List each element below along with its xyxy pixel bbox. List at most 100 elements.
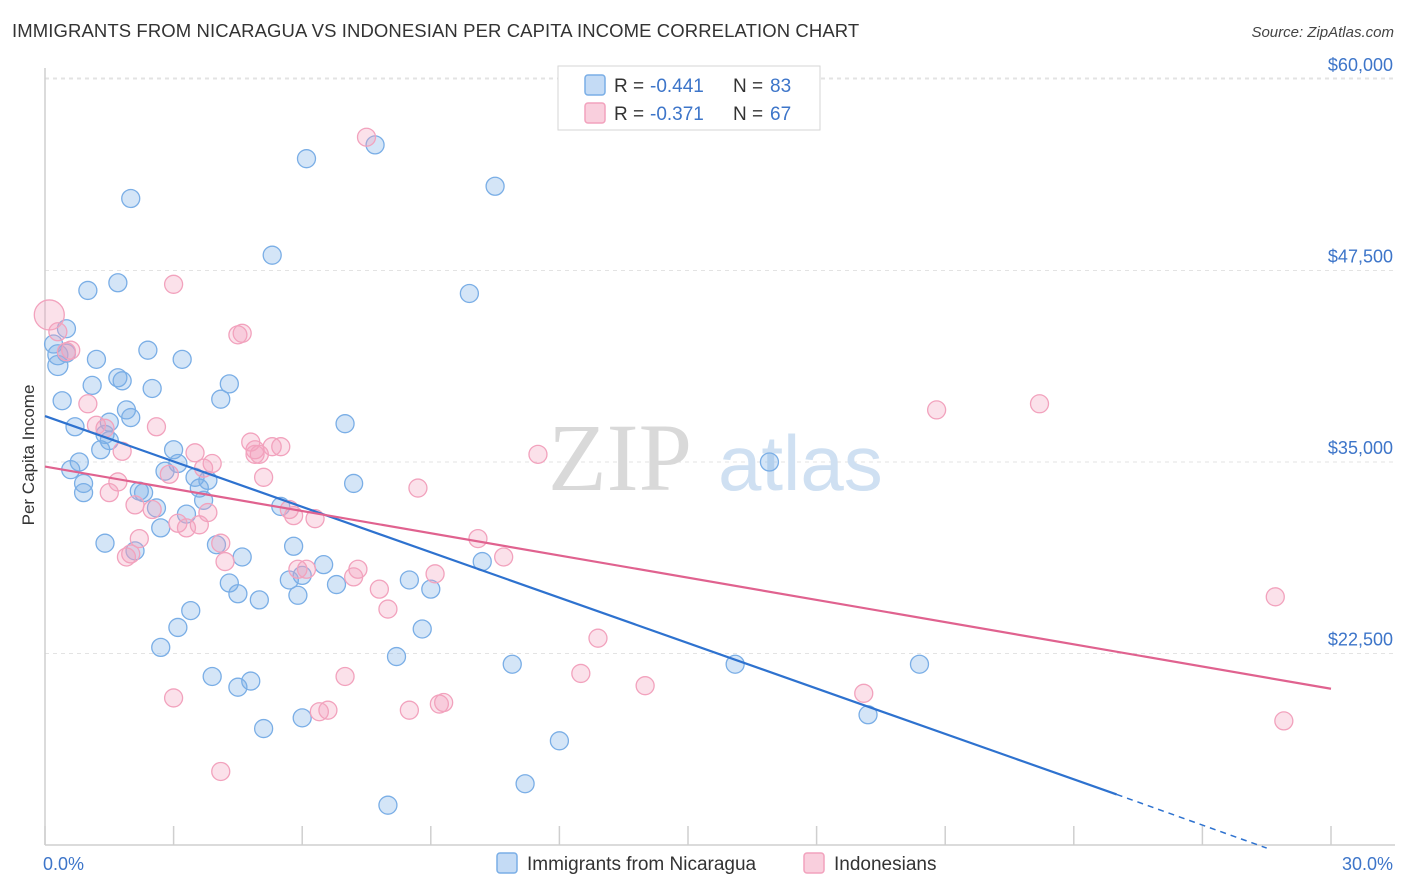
watermark: ZIP atlas <box>548 404 883 511</box>
indonesians-point <box>163 274 184 294</box>
indonesians-point <box>378 599 398 619</box>
nicaragua-point <box>211 389 231 409</box>
nicaragua-point <box>515 774 535 794</box>
nicaragua-point <box>86 349 107 370</box>
watermark-zip: ZIP <box>548 404 692 511</box>
indonesians-point <box>163 688 184 708</box>
nicaragua-trend-extension <box>1116 793 1267 849</box>
nicaragua-point <box>249 590 269 610</box>
chart-title: IMMIGRANTS FROM NICARAGUA VS INDONESIAN … <box>12 20 860 41</box>
nicaragua-point <box>121 188 141 209</box>
indonesians-point <box>211 761 231 782</box>
bottom-legend-label-nicaragua: Immigrants from Nicaragua <box>527 854 757 875</box>
indonesians-point <box>211 533 231 553</box>
legend-r-label-2: R = <box>614 104 644 125</box>
indonesians-point <box>271 437 291 457</box>
nicaragua-point <box>313 554 334 575</box>
nicaragua-point <box>172 349 192 370</box>
y-tick-label: $60,000 <box>1328 55 1393 75</box>
indonesians-point <box>926 400 947 420</box>
grid-lines <box>45 77 1395 654</box>
nicaragua-point <box>95 533 115 553</box>
series-legend: Immigrants from Nicaragua Indonesians <box>496 852 936 875</box>
legend-r-value-1: -0.441 <box>650 76 704 97</box>
legend-n-label-1: N = <box>733 76 763 97</box>
legend-n-value-2: 67 <box>770 104 791 125</box>
indonesians-point <box>159 464 179 484</box>
nicaragua-point <box>378 795 398 815</box>
nicaragua-point <box>292 708 312 728</box>
y-tick-label: $22,500 <box>1328 630 1393 650</box>
nicaragua-point <box>283 536 304 556</box>
nicaragua-point <box>69 452 89 472</box>
nicaragua-point <box>335 414 355 434</box>
nicaragua-point <box>151 637 171 658</box>
nicaragua-point <box>181 600 201 621</box>
y-tick-labels: $22,500 $35,000 $47,500 $60,000 <box>1328 55 1393 650</box>
nicaragua-point <box>412 619 432 639</box>
indonesians-point <box>245 444 265 464</box>
indonesians-point <box>369 579 390 599</box>
nicaragua-trend-line <box>44 415 1118 796</box>
indonesians-point <box>854 683 874 703</box>
axes <box>44 68 1395 846</box>
nicaragua-point <box>241 671 261 691</box>
indonesians-point <box>253 467 274 487</box>
watermark-atlas: atlas <box>718 419 883 507</box>
nicaragua-point <box>121 407 141 428</box>
y-tick-label: $47,500 <box>1328 247 1393 267</box>
trend-lines <box>44 415 1332 849</box>
legend-r-label-1: R = <box>614 76 644 97</box>
indonesians-point <box>108 472 128 492</box>
series-nicaragua-points <box>43 135 930 815</box>
bottom-legend-swatch-nicaragua <box>496 852 518 874</box>
nicaragua-point <box>485 176 505 196</box>
nicaragua-point <box>386 646 407 667</box>
indonesians-point <box>202 453 222 474</box>
indonesians-point <box>425 564 445 584</box>
nicaragua-point <box>502 654 522 674</box>
indonesians-point <box>468 528 488 549</box>
series-indonesians-points <box>33 127 1294 782</box>
indonesians-point <box>1274 711 1294 731</box>
legend-n-label-2: N = <box>733 104 763 125</box>
y-tick-label: $35,000 <box>1328 438 1393 458</box>
nicaragua-point <box>151 518 171 538</box>
nicaragua-point <box>262 245 282 265</box>
legend-n-value-1: 83 <box>770 76 791 97</box>
x-tick-label: 30.0% <box>1342 854 1393 874</box>
legend-swatch-indonesians <box>584 102 606 124</box>
indonesians-point <box>129 528 149 549</box>
indonesians-point <box>125 495 145 515</box>
indonesians-point <box>48 322 68 342</box>
nicaragua-point <box>759 452 780 472</box>
nicaragua-point <box>202 666 222 687</box>
nicaragua-point <box>549 731 570 751</box>
nicaragua-point <box>228 584 248 604</box>
source-label: Source: ZipAtlas.com <box>1251 24 1394 41</box>
indonesians-point <box>1029 394 1050 414</box>
bottom-legend-swatch-indonesians <box>803 852 825 874</box>
indonesians-trend-line <box>44 465 1332 690</box>
indonesians-point <box>146 417 167 437</box>
bottom-legend-label-indonesians: Indonesians <box>834 854 936 875</box>
nicaragua-point <box>168 617 188 638</box>
nicaragua-point <box>725 654 745 674</box>
indonesians-point <box>571 663 591 684</box>
indonesians-point <box>78 394 98 414</box>
nicaragua-point <box>288 585 308 605</box>
indonesians-point <box>198 502 218 523</box>
legend-r-value-2: -0.371 <box>650 104 704 125</box>
indonesians-point <box>348 559 368 579</box>
nicaragua-point <box>108 273 128 293</box>
indonesians-point <box>185 443 205 463</box>
indonesians-point <box>408 478 428 498</box>
stats-legend: R = -0.441 N = 83 R = -0.371 N = 67 <box>557 65 821 131</box>
indonesians-point <box>168 513 188 533</box>
indonesians-point <box>528 444 548 464</box>
nicaragua-point <box>459 283 480 304</box>
nicaragua-point <box>52 391 72 411</box>
nicaragua-point <box>78 280 98 301</box>
indonesians-point <box>635 676 655 696</box>
